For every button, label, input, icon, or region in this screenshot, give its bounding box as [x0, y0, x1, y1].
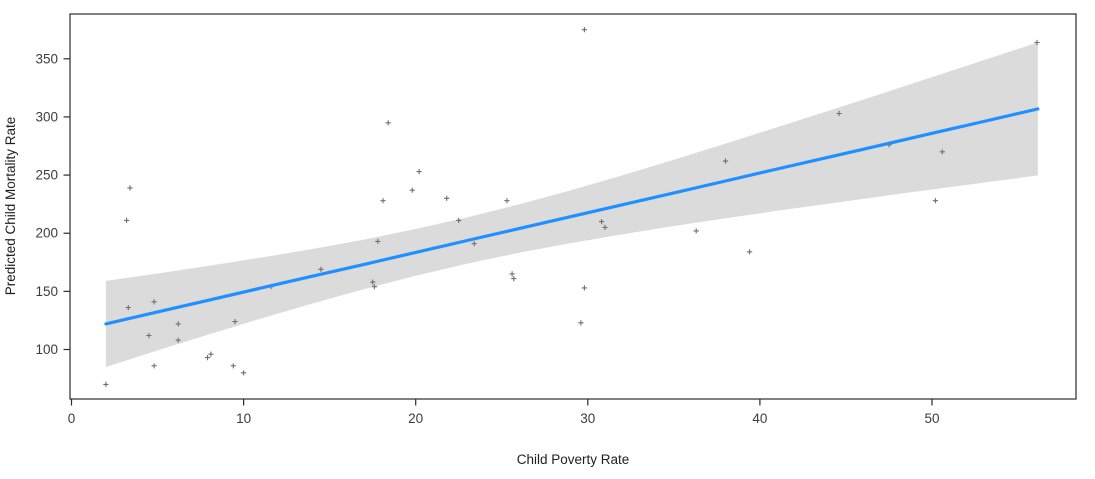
data-point [241, 370, 247, 376]
data-point [146, 332, 152, 339]
data-point [602, 224, 608, 230]
data-point [230, 363, 236, 369]
data-point [380, 198, 386, 204]
confidence-band-layer [105, 42, 1038, 367]
data-point [511, 276, 517, 282]
x-axis-title: Child Poverty Rate [517, 452, 630, 467]
y-axis-tick-label: 200 [35, 226, 58, 241]
data-point [204, 355, 211, 361]
data-point [581, 27, 587, 33]
data-point [371, 284, 377, 290]
y-axis-tick-label: 100 [35, 342, 58, 357]
data-point [151, 363, 157, 369]
data-point [127, 185, 133, 191]
x-axis-tick-label: 50 [924, 411, 939, 426]
data-point [125, 305, 131, 311]
data-point [175, 321, 181, 327]
y-axis-tick-label: 150 [35, 284, 58, 299]
data-point [232, 319, 238, 325]
data-point [722, 158, 729, 164]
confidence-band [105, 42, 1038, 367]
data-point [747, 249, 753, 255]
data-point [175, 337, 181, 343]
data-point [939, 149, 945, 155]
y-axis-tick-label: 300 [35, 109, 58, 124]
data-point [370, 279, 376, 285]
data-point [1034, 39, 1040, 46]
data-point [318, 266, 324, 272]
x-axis-tick-label: 20 [408, 411, 423, 426]
axes-layer: 0 10 20 30 40 50 100 150 200 250 300 350 [35, 13, 1077, 426]
y-axis-tick-label: 350 [35, 51, 58, 66]
plot-box [69, 13, 1077, 400]
data-point [693, 228, 699, 234]
data-point [836, 110, 842, 117]
trend-line [104, 107, 1040, 326]
data-point [103, 381, 109, 387]
data-point [932, 198, 938, 204]
data-point [456, 217, 462, 223]
scatter-points-layer [103, 27, 1040, 387]
x-axis-tick-label: 0 [68, 411, 76, 426]
data-point [416, 169, 422, 175]
data-point [471, 241, 477, 247]
x-axis-tick-label: 30 [580, 411, 595, 426]
x-axis-tick-label: 10 [236, 411, 251, 426]
data-point [208, 351, 214, 357]
data-point [509, 271, 515, 277]
data-point [599, 219, 605, 225]
data-point [124, 217, 130, 223]
data-point [581, 285, 587, 291]
data-point [409, 187, 415, 193]
y-axis-title: Predicted Child Mortality Rate [3, 117, 18, 296]
y-axis-tick-label: 250 [35, 168, 58, 183]
trend-line-layer [104, 107, 1040, 326]
data-point [444, 195, 450, 201]
data-point [151, 299, 157, 305]
data-point [504, 198, 510, 204]
x-axis-tick-label: 40 [752, 411, 767, 426]
data-point [578, 320, 584, 326]
data-point [375, 238, 381, 244]
data-point [385, 120, 391, 126]
